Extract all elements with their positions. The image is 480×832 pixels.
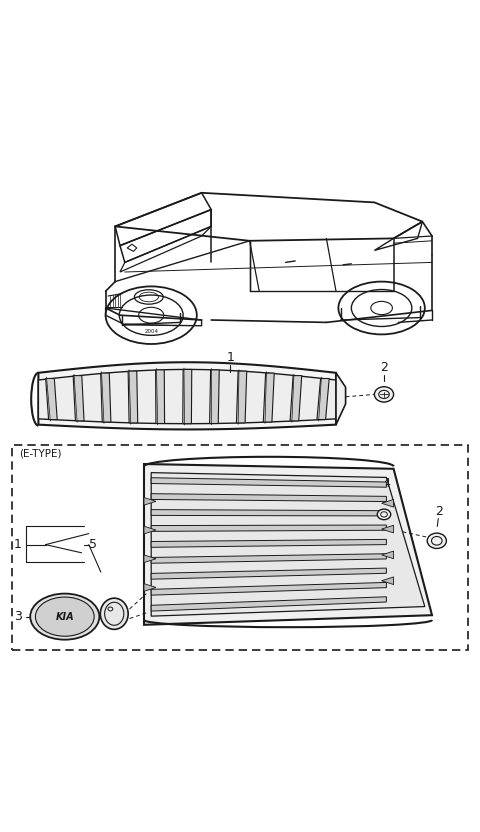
Polygon shape (144, 526, 156, 534)
Polygon shape (151, 478, 386, 488)
Polygon shape (144, 583, 156, 592)
Polygon shape (151, 493, 386, 502)
Polygon shape (317, 379, 329, 419)
Polygon shape (263, 373, 274, 422)
Ellipse shape (427, 533, 446, 548)
Polygon shape (151, 582, 386, 595)
Polygon shape (336, 373, 346, 424)
Polygon shape (144, 555, 156, 562)
Polygon shape (382, 525, 394, 533)
Polygon shape (144, 498, 156, 505)
Ellipse shape (377, 509, 391, 520)
Ellipse shape (36, 597, 94, 636)
Text: KIA: KIA (56, 612, 74, 622)
Ellipse shape (100, 598, 128, 629)
Polygon shape (151, 473, 425, 617)
Polygon shape (46, 379, 57, 419)
Text: 1: 1 (227, 351, 234, 364)
Polygon shape (151, 525, 386, 532)
Polygon shape (183, 369, 192, 423)
Polygon shape (38, 369, 336, 423)
Text: 5: 5 (89, 538, 97, 551)
Polygon shape (144, 464, 432, 625)
Text: 3: 3 (14, 610, 22, 623)
Text: 2: 2 (435, 505, 443, 518)
Polygon shape (382, 499, 394, 507)
Polygon shape (151, 510, 386, 516)
Ellipse shape (30, 593, 99, 640)
Text: 1: 1 (14, 538, 22, 551)
Polygon shape (290, 375, 302, 421)
Polygon shape (156, 370, 165, 423)
Polygon shape (382, 551, 394, 559)
Polygon shape (101, 373, 111, 422)
Polygon shape (73, 375, 84, 421)
Text: 4: 4 (383, 478, 390, 490)
Polygon shape (128, 371, 138, 423)
Polygon shape (151, 539, 386, 547)
Text: 2004: 2004 (144, 329, 158, 334)
Polygon shape (382, 577, 394, 585)
Polygon shape (151, 568, 386, 579)
Ellipse shape (374, 387, 394, 402)
Polygon shape (210, 370, 219, 423)
Polygon shape (151, 597, 386, 611)
Text: 2: 2 (380, 361, 388, 374)
Polygon shape (151, 554, 386, 563)
Text: (E-TYPE): (E-TYPE) (19, 448, 62, 458)
Polygon shape (237, 371, 247, 423)
Polygon shape (38, 362, 336, 429)
